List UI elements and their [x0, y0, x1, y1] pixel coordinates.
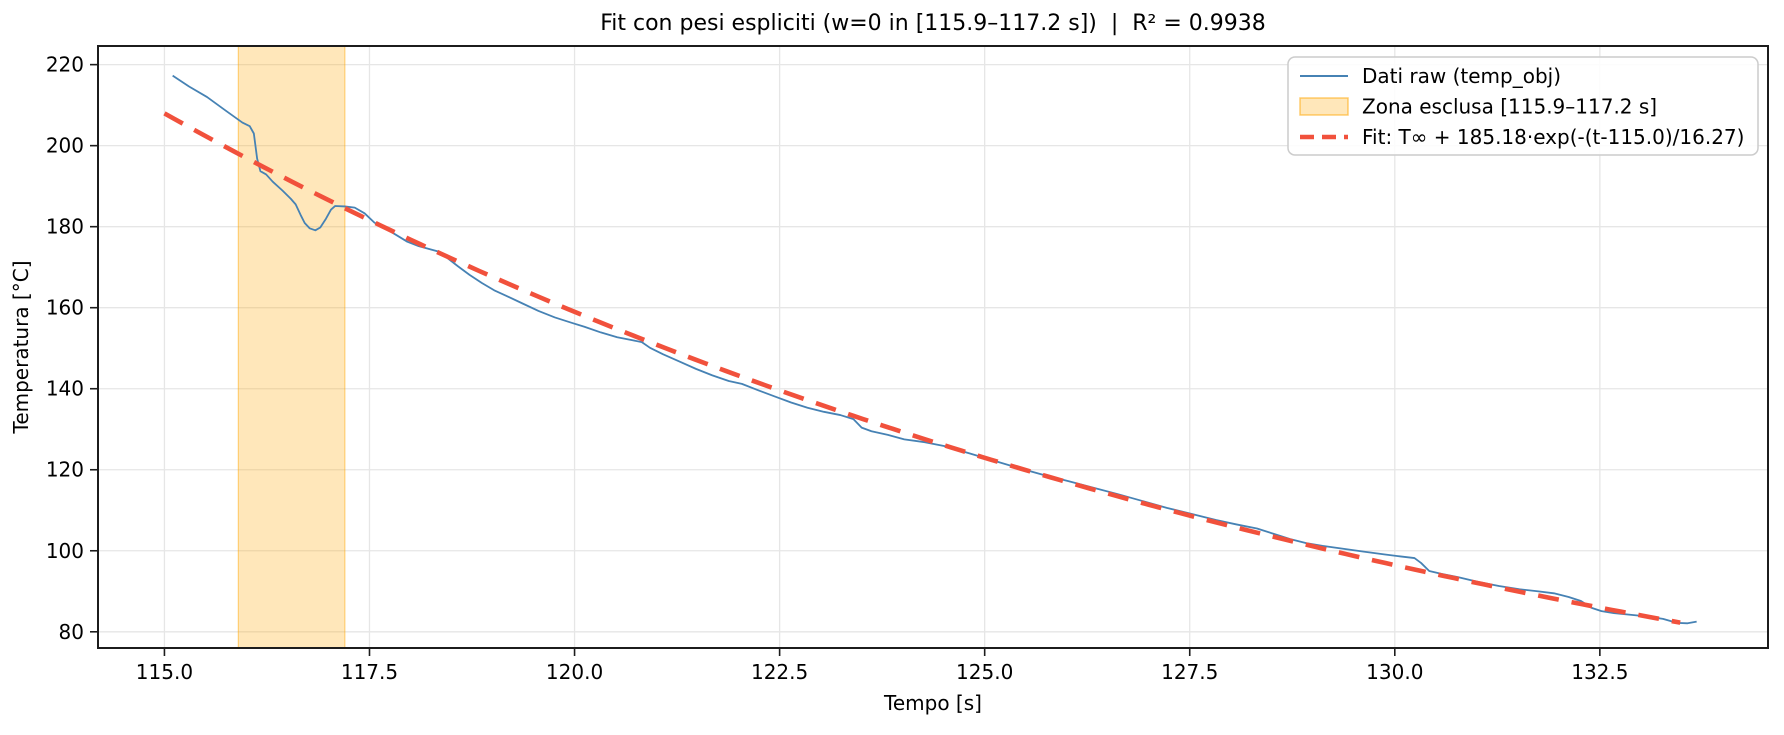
x-tick-label: 132.5 — [1571, 660, 1628, 684]
y-tick-label: 220 — [46, 53, 84, 77]
raw-data-line — [172, 74, 1697, 625]
x-tick-label: 125.0 — [956, 660, 1013, 684]
x-axis-label: Tempo [s] — [883, 691, 982, 715]
legend-label-band: Zona esclusa [115.9–117.2 s] — [1362, 95, 1657, 119]
series-layer — [163, 74, 1697, 625]
y-axis-label: Temperatura [°C] — [9, 260, 33, 434]
y-tick-label: 200 — [46, 134, 84, 158]
legend: Dati raw (temp_obj) Zona esclusa [115.9–… — [1287, 56, 1759, 156]
fit-line — [163, 111, 1681, 625]
y-tick-label: 120 — [46, 458, 84, 482]
x-tick-label: 117.5 — [341, 660, 398, 684]
x-tick-label: 130.0 — [1366, 660, 1423, 684]
x-tick-label: 127.5 — [1161, 660, 1218, 684]
legend-box — [1287, 56, 1759, 156]
legend-label-fit: Fit: T∞ + 185.18·exp(-(t-115.0)/16.27) — [1362, 125, 1744, 149]
x-tick-label: 115.0 — [136, 660, 193, 684]
y-tick-label: 100 — [46, 539, 84, 563]
chart-title: Fit con pesi espliciti (w=0 in [115.9–11… — [600, 11, 1266, 36]
y-tick-label: 160 — [46, 296, 84, 320]
x-tick-label: 122.5 — [751, 660, 808, 684]
y-tick-label: 180 — [46, 215, 84, 239]
y-tick-label: 140 — [46, 377, 84, 401]
grid-layer — [98, 46, 1768, 648]
y-tick-label: 80 — [59, 620, 84, 644]
exclusion-band-legend-sample-icon — [1299, 97, 1349, 116]
tick-layer: 115.0 117.5 120.0 122.5 125.0 127.5 130.0 132.5… — [46, 53, 1629, 684]
x-tick-label: 120.0 — [546, 660, 603, 684]
legend-label-raw: Dati raw (temp_obj) — [1362, 64, 1561, 88]
axes-spines — [97, 45, 1769, 649]
